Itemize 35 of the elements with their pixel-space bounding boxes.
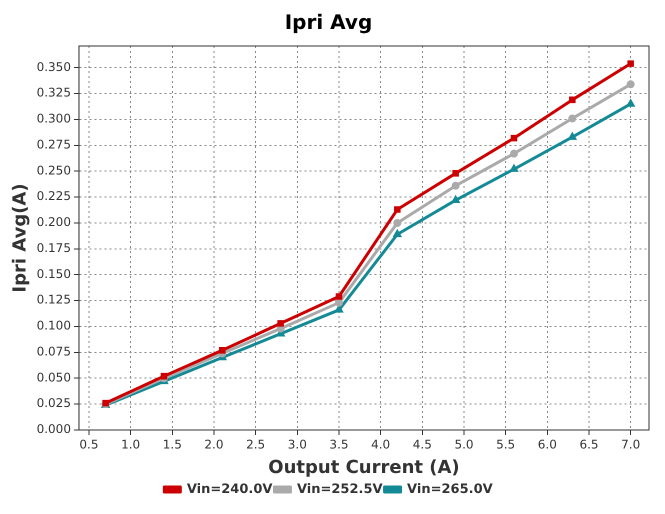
x-tick-label: 1.5	[162, 437, 182, 452]
y-axis-title: Ipri Avg(A)	[9, 183, 30, 293]
y-tick-label: 0.225	[36, 189, 71, 204]
y-tick-label: 0.025	[36, 396, 71, 410]
y-tick-label: 0.000	[36, 422, 71, 436]
y-tick-label: 0.325	[36, 86, 71, 100]
y-tick-label: 0.275	[36, 137, 71, 152]
y-tick-label: 0.100	[36, 318, 71, 333]
y-tick-label: 0.200	[36, 215, 71, 230]
y-tick-label: 0.150	[36, 266, 71, 281]
x-tick-label: 5.5	[496, 437, 516, 452]
legend-label: Vin=265.0V	[407, 482, 493, 497]
x-tick-label: 4.5	[412, 437, 432, 452]
y-tick-label: 0.250	[36, 163, 71, 178]
x-tick-label: 2.0	[204, 437, 224, 452]
chart-title: Ipri Avg	[284, 10, 372, 34]
y-tick-label: 0.075	[36, 344, 71, 358]
legend-label: Vin=240.0V	[186, 482, 272, 497]
x-tick-label: 3.5	[329, 437, 349, 452]
y-tick-label: 0.300	[36, 112, 71, 126]
legend-label: Vin=252.5V	[296, 482, 383, 497]
y-tick-label: 0.175	[36, 240, 71, 255]
y-tick-label: 0.050	[36, 370, 71, 384]
x-tick-label: 7.0	[621, 437, 640, 452]
x-tick-label: 3.0	[288, 437, 307, 452]
y-tick-label: 0.125	[36, 292, 71, 307]
x-tick-label: 4.0	[371, 437, 390, 452]
x-axis-title: Output Current (A)	[268, 456, 460, 478]
x-tick-label: 2.5	[246, 437, 266, 452]
x-tick-label: 1.0	[121, 437, 140, 452]
x-tick-label: 5.0	[454, 437, 474, 452]
x-tick-label: 6.5	[579, 437, 599, 452]
y-tick-label: 0.350	[36, 60, 71, 74]
x-tick-label: 6.0	[538, 437, 557, 452]
x-tick-label: 0.5	[79, 437, 98, 452]
